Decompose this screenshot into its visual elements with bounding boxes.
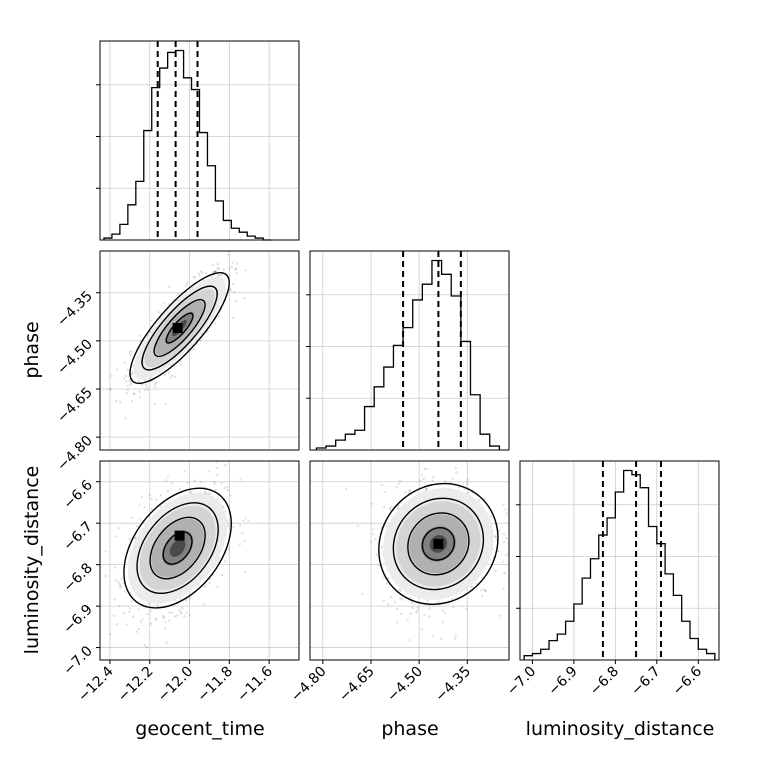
xlabel-luminosity-distance: luminosity_distance <box>526 718 715 740</box>
contour-line <box>129 271 230 385</box>
ytick-label-luminosity-distance: −6.9 <box>60 602 95 637</box>
xtick-label-phase: −4.65 <box>336 664 378 706</box>
ytick-label-phase: −4.80 <box>54 433 96 475</box>
ylabel-luminosity-distance: luminosity_distance <box>21 466 43 655</box>
ytick-label-luminosity-distance: −6.7 <box>60 519 95 554</box>
axes-frame <box>309 460 510 661</box>
xtick-label-geocent-time: −11.8 <box>195 664 237 706</box>
xtick-label-phase: −4.80 <box>288 664 330 706</box>
ytick-label-luminosity-distance: −7.0 <box>60 643 95 678</box>
contour-line <box>153 298 206 358</box>
xtick-label-luminosity-distance: −6.6 <box>670 663 705 698</box>
ytick-label-luminosity-distance: −6.6 <box>60 477 95 512</box>
xtick-label-luminosity-distance: −6.7 <box>628 664 663 699</box>
plot-area <box>344 466 509 642</box>
xlabel-geocent-time: geocent_time <box>135 718 264 740</box>
panel-hist-luminosity-distance <box>516 460 720 661</box>
axes-frame <box>99 250 300 451</box>
panel-2d-geocent-time-vs-luminosity-distance <box>99 460 300 661</box>
xtick-label-geocent-time: −12.2 <box>115 664 157 706</box>
xtick-label-luminosity-distance: −6.8 <box>587 664 622 699</box>
contour-line <box>407 512 470 576</box>
density-band <box>169 539 186 557</box>
histogram-step-geocent-time <box>103 49 272 241</box>
contour-line <box>392 497 485 591</box>
contour-line <box>136 502 219 595</box>
ytick-label-phase: −4.65 <box>54 385 96 427</box>
ytick-label-phase: −4.50 <box>54 336 96 378</box>
panel-hist-phase <box>306 250 510 451</box>
panel-hist-geocent-time <box>96 40 300 241</box>
axes-frame <box>99 460 300 661</box>
histogram-step-phase <box>315 259 501 450</box>
xtick-label-geocent-time: −12.0 <box>155 664 197 706</box>
contour-line <box>123 487 232 609</box>
panel-2d-phase-vs-luminosity-distance <box>309 460 510 661</box>
density-peak <box>174 530 185 541</box>
ylabel-phase: phase <box>21 321 43 378</box>
axes-frame <box>519 460 720 661</box>
panel-2d-geocent-time-vs-phase <box>99 250 300 451</box>
histogram-step-luminosity-distance <box>523 469 716 660</box>
contour-line <box>378 482 499 605</box>
contour-line <box>421 527 456 561</box>
plot-area <box>108 251 248 420</box>
xtick-label-geocent-time: −11.6 <box>234 663 276 705</box>
xlabel-phase: phase <box>381 718 438 740</box>
plot-area <box>104 461 250 649</box>
contour-line <box>162 531 193 565</box>
xtick-label-phase: −4.35 <box>432 664 474 706</box>
ytick-label-phase: −4.35 <box>54 288 96 330</box>
xtick-label-geocent-time: −12.4 <box>75 663 117 705</box>
density-peak <box>172 323 183 334</box>
contour-line <box>149 516 206 580</box>
xtick-label-luminosity-distance: −6.9 <box>545 664 580 699</box>
axes-frame <box>309 250 510 451</box>
axes-frame <box>99 40 300 241</box>
density-peak <box>433 538 444 549</box>
xtick-label-luminosity-distance: −7.0 <box>504 664 539 699</box>
contour-line <box>141 285 218 371</box>
ytick-label-luminosity-distance: −6.8 <box>60 560 95 595</box>
xtick-label-phase: −4.50 <box>384 664 426 706</box>
